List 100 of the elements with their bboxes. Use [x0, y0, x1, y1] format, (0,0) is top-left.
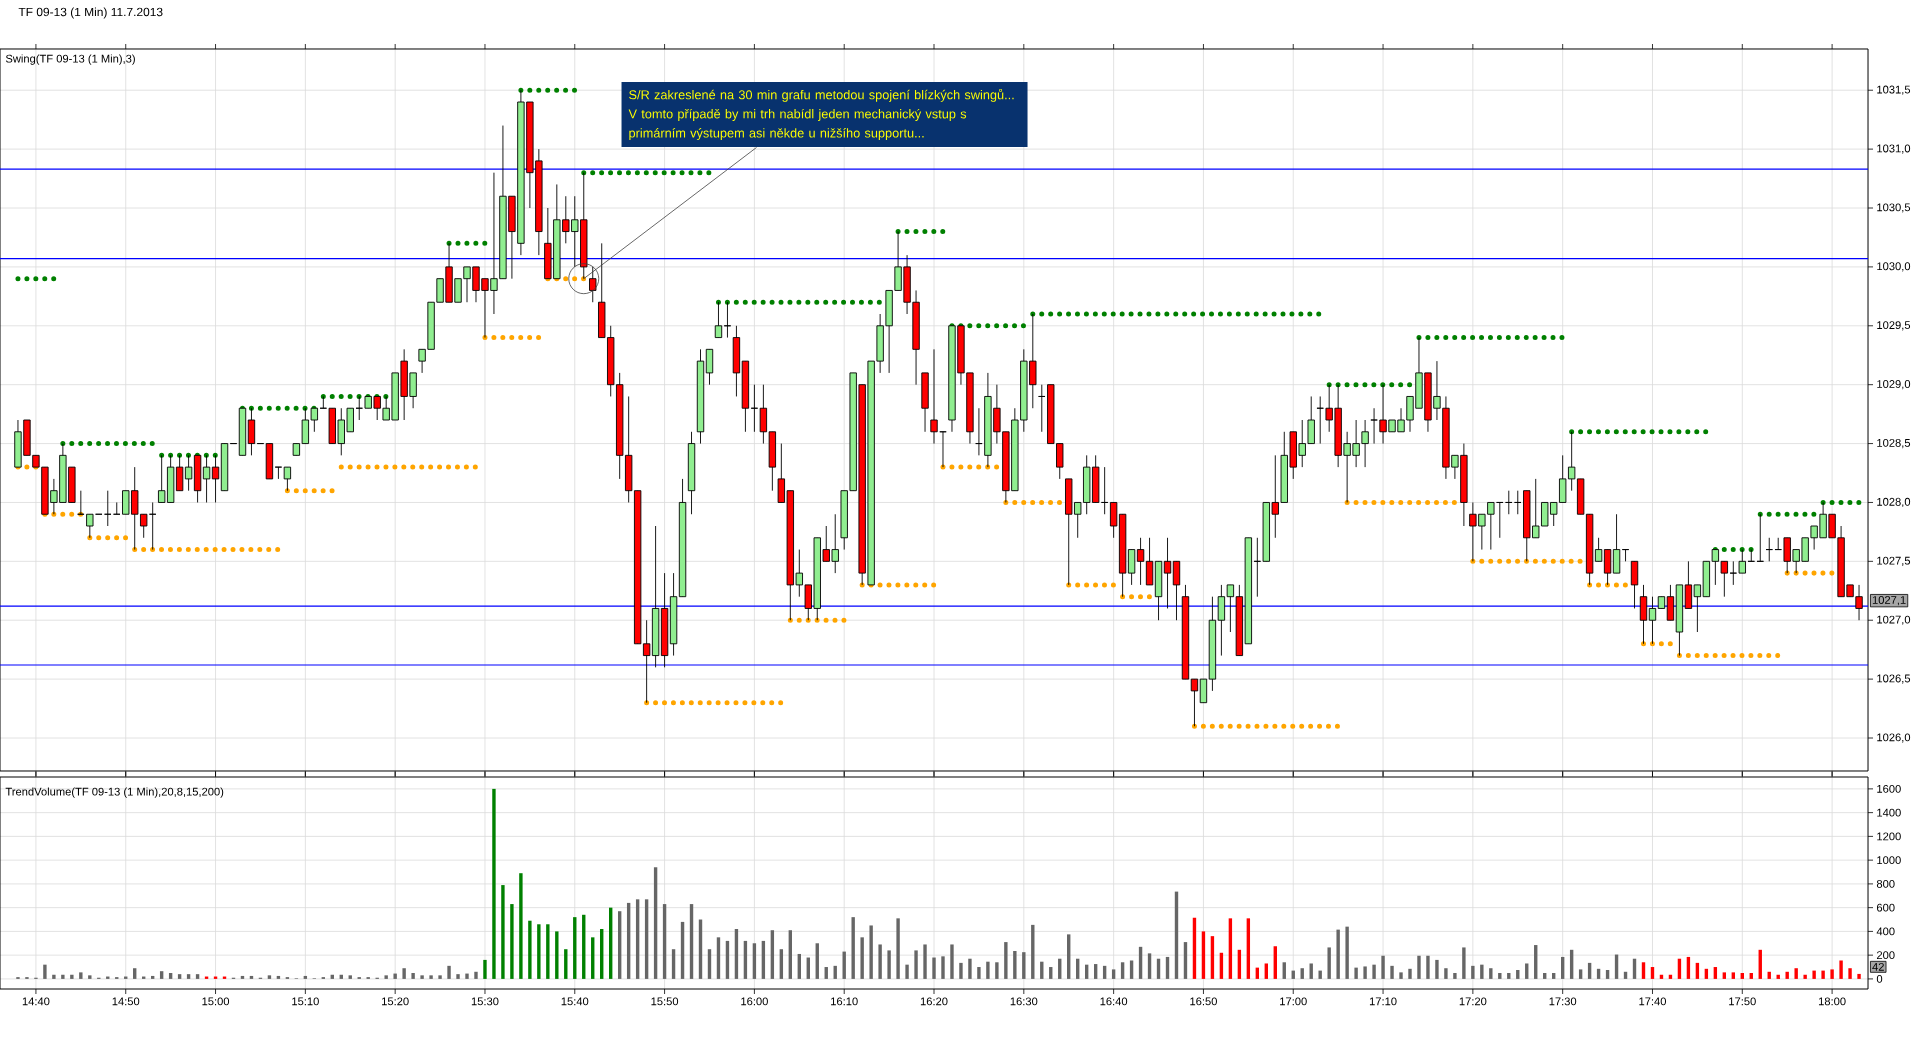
y-tick-label: 1027,0 — [1877, 615, 1911, 625]
bar — [303, 975, 308, 979]
bar — [1336, 929, 1340, 979]
candlestick — [1603, 549, 1612, 586]
y-tick-label: 1026,5 — [1877, 674, 1911, 684]
x-tick-label: 15:50 — [651, 997, 679, 1006]
bar — [1372, 964, 1376, 979]
bar — [1848, 968, 1852, 979]
bar — [824, 967, 828, 979]
candlestick — [1145, 537, 1154, 586]
bar — [1390, 965, 1394, 979]
bar — [851, 917, 855, 979]
candlestick — [714, 301, 723, 339]
candlestick — [1594, 537, 1603, 562]
bar — [133, 968, 137, 979]
bar — [941, 956, 945, 979]
bar — [1129, 960, 1134, 979]
chart-title: TF 09-13 (1 Min) 11.7.2013 — [18, 7, 163, 19]
bar — [1830, 969, 1834, 979]
bar — [1013, 950, 1017, 979]
candlestick — [274, 466, 283, 480]
bar — [1507, 972, 1511, 979]
bar — [348, 975, 352, 979]
bar — [249, 975, 254, 979]
bar — [438, 975, 442, 979]
bar — [1525, 963, 1529, 979]
bar — [168, 972, 173, 979]
bar — [88, 975, 92, 979]
bar — [186, 974, 191, 979]
bar — [393, 973, 397, 979]
bar — [878, 944, 882, 979]
bar — [1147, 953, 1152, 979]
bar — [896, 918, 900, 979]
bar — [1399, 972, 1403, 979]
bar — [1435, 959, 1439, 979]
bar — [1785, 971, 1789, 979]
candlestick — [1136, 537, 1145, 586]
bar — [950, 944, 954, 979]
y-tick-label: 1400 — [1877, 808, 1901, 817]
bar — [923, 944, 927, 979]
y-tick-label: 1026,0 — [1877, 733, 1911, 743]
candlestick — [1612, 513, 1621, 574]
bar — [1031, 924, 1035, 979]
bar — [61, 974, 65, 979]
bar — [1453, 972, 1457, 979]
bar — [150, 975, 155, 979]
y-tick-label: 1031,5 — [1877, 85, 1911, 95]
candlestick — [705, 348, 714, 386]
x-tick-label: 17:50 — [1729, 997, 1756, 1006]
bar — [1093, 964, 1098, 979]
bar — [1543, 972, 1547, 979]
bar — [528, 920, 532, 979]
bar — [977, 967, 981, 979]
bar — [1713, 967, 1718, 979]
x-tick-label: 15:30 — [471, 997, 499, 1006]
bar — [501, 885, 505, 979]
text: TrendVolume(TF 09-13 (1 Min),20,8,15,200) — [5, 787, 224, 798]
bar — [483, 959, 487, 979]
candlestick — [1648, 596, 1657, 645]
bar — [402, 968, 406, 979]
bar — [474, 971, 478, 979]
candlestick — [1190, 678, 1199, 727]
x-tick-label: 18:00 — [1818, 997, 1846, 1006]
bar — [1551, 972, 1556, 979]
y-tick-label: 1030,5 — [1877, 203, 1911, 213]
bar — [1740, 972, 1744, 979]
candlestick — [1630, 560, 1639, 609]
bar — [1345, 926, 1349, 979]
bar — [546, 924, 550, 979]
bar — [43, 964, 47, 979]
x-tick-label: 15:00 — [202, 997, 230, 1006]
bar — [1327, 947, 1331, 979]
candlestick — [1127, 549, 1136, 586]
bar — [537, 924, 541, 979]
candlestick — [1199, 678, 1208, 704]
x-tick-label: 16:20 — [920, 997, 948, 1006]
candlestick — [86, 513, 94, 539]
x-tick-label: 16:00 — [741, 997, 768, 1006]
bar — [1605, 970, 1610, 979]
bar — [1111, 969, 1116, 979]
bar — [79, 972, 83, 979]
y-tick-label: 1028,5 — [1877, 438, 1911, 449]
chart-subtitle: Swing(TF 09-13 (1 Min),3) — [5, 54, 135, 65]
y-tick-label: 1027,5 — [1877, 556, 1911, 566]
x-tick-label: 16:40 — [1100, 997, 1128, 1006]
x-tick-label: 16:30 — [1010, 997, 1038, 1006]
y-tick-label: 600 — [1876, 903, 1895, 912]
x-tick-label: 14:50 — [112, 997, 140, 1006]
bar — [52, 974, 56, 979]
bar — [1489, 968, 1493, 979]
bar — [411, 972, 415, 979]
bar — [1282, 962, 1286, 979]
bar — [519, 873, 523, 979]
bar — [1722, 972, 1727, 979]
bar — [240, 975, 245, 979]
y-tick-label: 400 — [1876, 927, 1895, 936]
annotation: 42 — [1872, 962, 1884, 971]
bar — [1354, 967, 1358, 979]
bar — [995, 962, 999, 979]
bar — [177, 974, 182, 979]
